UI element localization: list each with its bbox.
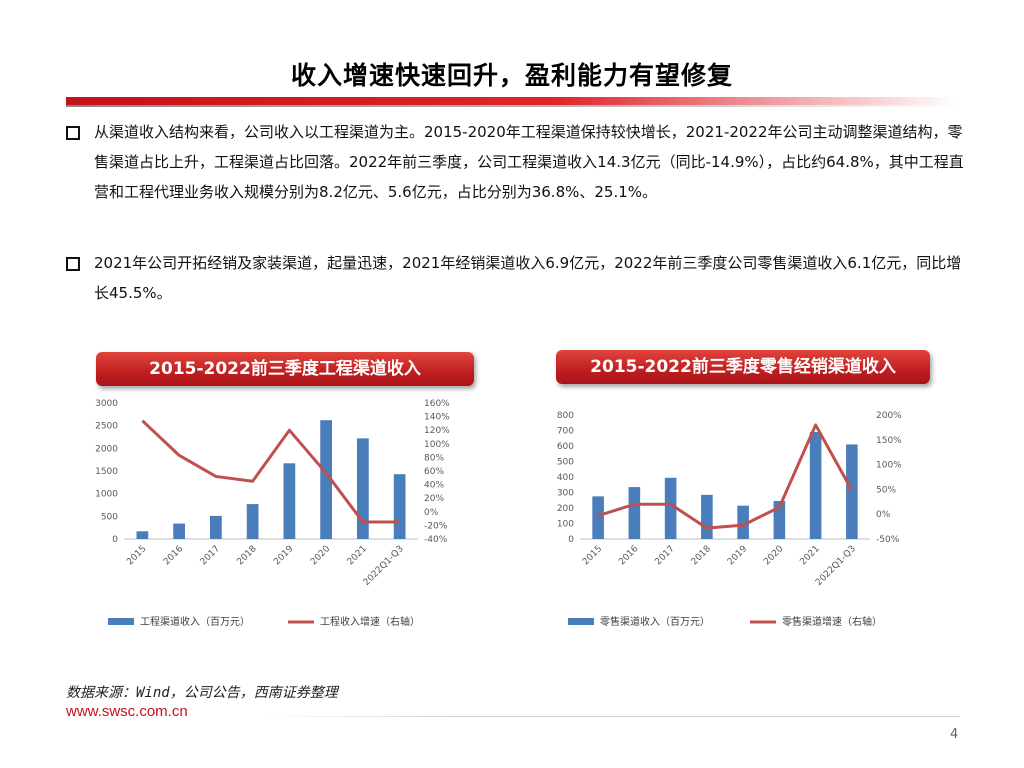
- bar-2017: [664, 477, 677, 539]
- y-right-tick-label: 0%: [424, 508, 439, 518]
- y-right-tick-label: 60%: [424, 467, 444, 477]
- legend-line-label: 工程收入增速（右轴）: [320, 615, 420, 628]
- page-number: 4: [950, 727, 959, 742]
- bar-2019: [737, 505, 749, 539]
- y-left-tick-label: 800: [557, 411, 574, 421]
- chart-title-retail: 2015-2022前三季度零售经销渠道收入: [556, 350, 930, 384]
- y-right-tick-label: 100%: [424, 440, 450, 450]
- legend-line-label: 零售渠道增速（右轴）: [782, 615, 882, 628]
- engineering-channel-chart: 0 500 1000 1500 2000 2500 3000 -40% -20% 0% 20% 40%…: [66, 395, 476, 640]
- y-right-tick-label: 200%: [876, 411, 902, 421]
- bar-2016: [628, 487, 641, 539]
- y-right-tick-label: 40%: [424, 481, 444, 491]
- company-website-link[interactable]: www.swsc.com.cn: [66, 703, 188, 720]
- y-right-tick-label: 0%: [876, 510, 891, 520]
- x-tick-label: 2018: [235, 544, 258, 567]
- legend-bar-label: 零售渠道收入（百万元）: [600, 615, 710, 628]
- bar-2020: [320, 420, 333, 539]
- bullet-channel-structure: 从渠道收入结构来看，公司收入以工程渠道为主。2015-2020年工程渠道保持较快…: [66, 117, 966, 207]
- data-source-note: 数据来源：Wind，公司公告，西南证券整理: [66, 685, 338, 701]
- x-tick-label: 2020: [309, 544, 332, 567]
- retail-channel-chart: 0 100 200 300 400 500 600 700 800 -50% 0% 50% 100% 15…: [540, 405, 950, 640]
- page-title: 收入增速快速回升，盈利能力有望修复: [290, 61, 733, 90]
- y-left-tick-label: 1000: [95, 490, 118, 500]
- footer-divider: [260, 716, 960, 717]
- retail-channel-chart-svg: 0 100 200 300 400 500 600 700 800 -50% 0% 50% 100% 15…: [557, 411, 902, 628]
- y-right-tick-label: 80%: [424, 453, 444, 463]
- x-tick-label: 2020: [762, 544, 785, 567]
- y-right-tick-label: 120%: [424, 426, 450, 436]
- y-right-tick-label: 160%: [424, 399, 450, 409]
- bar-2019: [283, 463, 296, 539]
- y-left-tick-label: 100: [557, 520, 574, 530]
- y-left-tick-label: 200: [557, 504, 574, 514]
- bullet-text: 从渠道收入结构来看，公司收入以工程渠道为主。2015-2020年工程渠道保持较快…: [94, 123, 964, 201]
- x-tick-label: 2021: [798, 544, 821, 567]
- x-tick-label: 2015: [125, 544, 148, 567]
- y-right-tick-label: 100%: [876, 461, 902, 471]
- y-left-tick-label: 3000: [95, 399, 118, 409]
- bar-2018: [701, 494, 713, 539]
- y-right-tick-label: -40%: [424, 535, 448, 545]
- y-right-tick-label: -20%: [424, 521, 448, 531]
- bar-2022Q1-Q3: [393, 474, 406, 539]
- bar-2020: [773, 501, 786, 539]
- x-tick-label: 2019: [726, 544, 749, 567]
- x-tick-label: 2016: [617, 544, 640, 567]
- y-left-tick-label: 0: [568, 535, 574, 545]
- bar-2015: [592, 496, 604, 539]
- y-left-tick-label: 600: [557, 442, 574, 452]
- bar-2017: [209, 515, 222, 539]
- bullet-square-icon: [66, 257, 80, 271]
- bar-2018: [246, 504, 259, 539]
- bar-2016: [173, 523, 186, 539]
- x-tick-label: 2016: [162, 544, 185, 567]
- legend-bar-label: 工程渠道收入（百万元）: [140, 615, 250, 628]
- x-tick-label: 2017: [199, 544, 222, 567]
- y-right-tick-label: 140%: [424, 413, 450, 423]
- y-left-tick-label: 500: [557, 458, 574, 468]
- bar-2022Q1-Q3: [846, 444, 858, 539]
- growth-line: [141, 419, 400, 524]
- growth-line: [597, 423, 854, 530]
- y-left-tick-label: 400: [557, 473, 574, 483]
- title-underline: [66, 97, 959, 105]
- y-left-tick-label: 500: [101, 512, 118, 522]
- chart-title-engineering: 2015-2022前三季度工程渠道收入: [96, 352, 474, 386]
- y-left-tick-label: 300: [557, 489, 574, 499]
- y-left-tick-label: 0: [112, 535, 118, 545]
- x-tick-label: 2017: [653, 544, 676, 567]
- legend-bar-swatch: [568, 618, 594, 625]
- y-left-tick-label: 1500: [95, 467, 118, 477]
- y-right-tick-label: -50%: [876, 535, 900, 545]
- y-right-tick-label: 50%: [876, 485, 896, 495]
- y-right-tick-label: 20%: [424, 494, 444, 504]
- y-left-tick-label: 700: [557, 427, 574, 437]
- legend-bar-swatch: [108, 618, 134, 625]
- x-tick-label: 2018: [690, 544, 713, 567]
- bar-2021: [356, 438, 369, 539]
- bullet-text: 2021年公司开拓经销及家装渠道，起量迅速，2021年经销渠道收入6.9亿元，2…: [94, 254, 962, 302]
- title-underline-thin: [66, 105, 959, 107]
- bullet-square-icon: [66, 126, 80, 140]
- engineering-channel-chart-svg: 0 500 1000 1500 2000 2500 3000 -40% -20% 0% 20% 40%…: [95, 399, 450, 628]
- bar-2015: [136, 531, 149, 539]
- x-tick-label: 2019: [272, 544, 295, 567]
- bullet-retail-channel: 2021年公司开拓经销及家装渠道，起量迅速，2021年经销渠道收入6.9亿元，2…: [66, 248, 966, 308]
- bar-2021: [809, 432, 822, 539]
- y-right-tick-label: 150%: [876, 436, 902, 446]
- y-left-tick-label: 2500: [95, 422, 118, 432]
- x-tick-label: 2021: [346, 544, 369, 567]
- x-tick-label: 2015: [581, 544, 604, 567]
- y-left-tick-label: 2000: [95, 444, 118, 454]
